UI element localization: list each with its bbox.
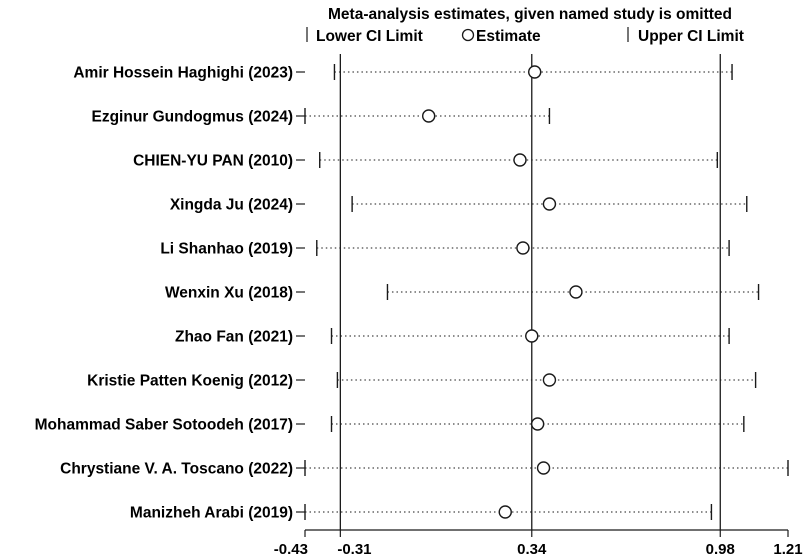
estimate-point [528,65,542,79]
study-label: Kristie Patten Koenig (2012) [87,373,293,390]
study-label: Amir Hossein Haghighi (2023) [73,65,293,82]
study-label: Xingda Ju (2024) [170,197,293,214]
x-tick-label: -0.43 [274,541,308,558]
estimate-point [536,461,551,475]
estimate-point [421,109,436,123]
estimate-point [525,329,539,343]
estimate-point [569,285,583,299]
x-tick-label: 1.21 [773,541,802,558]
estimate-point [542,373,557,387]
estimate-point [516,241,530,255]
x-tick-label: -0.31 [337,541,371,558]
x-tick-label: 0.34 [517,541,547,558]
study-label: Li Shanhao (2019) [160,241,293,258]
legend-estimate-marker [461,28,475,42]
study-label: Manizheh Arabi (2019) [130,505,293,522]
estimate-point [542,197,557,211]
study-label: Zhao Fan (2021) [175,329,293,346]
plot-area: -0.43 -0.31 0.34 0.98 1.21 Amir Hossein Haghi… [35,54,803,558]
study-label: Wenxin Xu (2018) [165,285,293,302]
legend: Lower CI Limit Estimate Upper CI Limit [306,27,744,45]
study-label: Chrystiane V. A. Toscano (2022) [60,461,293,478]
study-label: CHIEN-YU PAN (2010) [133,153,293,170]
study-label: Ezginur Gundogmus (2024) [91,109,293,126]
x-tick-label: 0.98 [706,541,735,558]
estimate-point [513,153,527,167]
legend-upper-label: Upper CI Limit [638,28,744,45]
chart-title: Meta-analysis estimates, given named stu… [328,6,732,23]
study-label: Mohammad Saber Sotoodeh (2017) [35,417,293,434]
legend-estimate-label: Estimate [476,28,541,45]
estimate-point [498,505,512,519]
legend-lower-label: Lower CI Limit [316,28,423,45]
estimate-point [530,417,545,431]
